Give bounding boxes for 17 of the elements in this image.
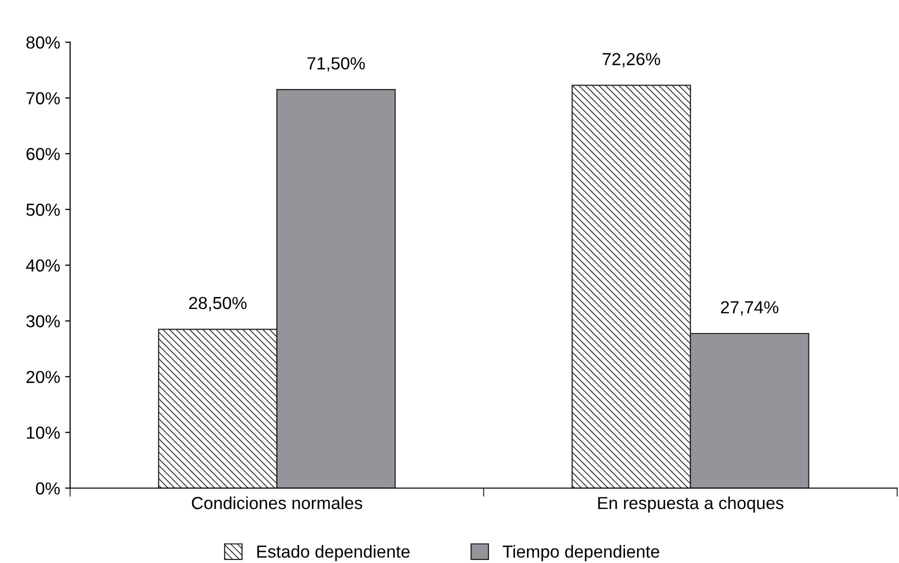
x-tick-label: Condiciones normales (192, 496, 362, 510)
y-tick-label: 0% (36, 482, 60, 495)
legend-label: Tiempo dependiente (502, 545, 660, 562)
y-tick-label: 20% (26, 370, 60, 384)
y-tick-label: 50% (26, 204, 60, 216)
data-label: 71,50% (307, 57, 365, 72)
y-tick-label: 60% (26, 148, 60, 160)
y-tick-label: 80% (26, 36, 60, 49)
legend-label: Estado dependiente (257, 545, 410, 562)
y-tick-label: 10% (26, 426, 60, 439)
y-tick-label: 30% (26, 315, 60, 328)
data-label: 72,26% (602, 52, 660, 68)
y-tick-label: 40% (26, 259, 60, 272)
data-label: 27,74% (721, 301, 778, 316)
x-tick-label: En respuesta a choques (598, 496, 784, 513)
y-tick-label: 70% (26, 92, 60, 104)
data-label: 28,50% (189, 296, 247, 312)
